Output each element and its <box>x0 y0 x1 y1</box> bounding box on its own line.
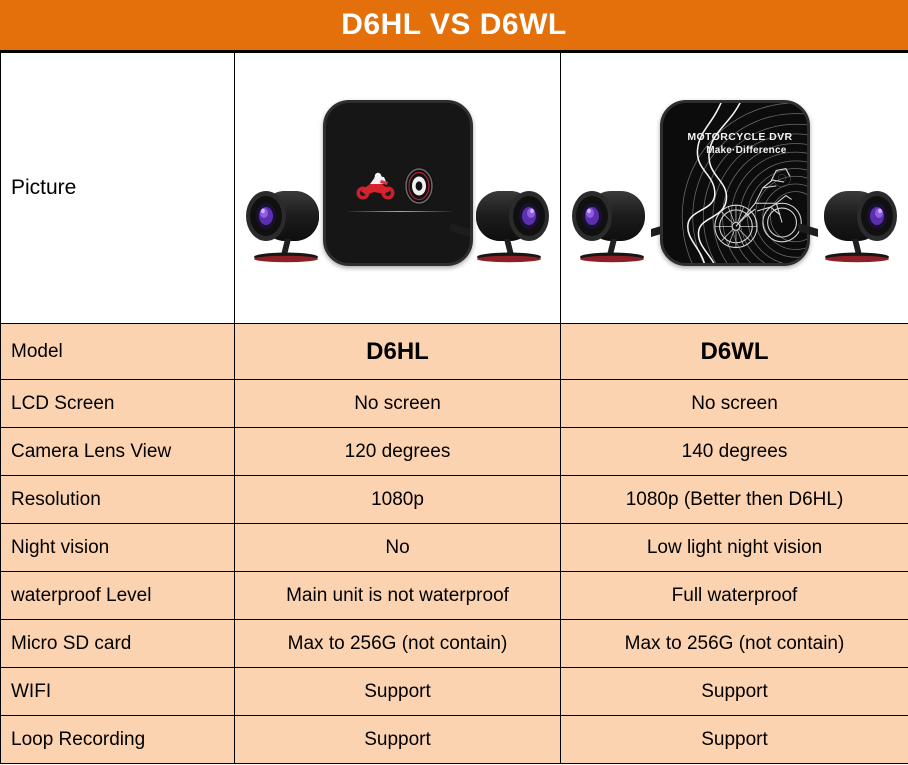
cell-value-d6wl: Low light night vision <box>560 523 908 572</box>
cell-value-d6wl: 1080p (Better then D6HL) <box>560 475 908 524</box>
table-row: waterproof Level Main unit is not waterpr… <box>0 571 908 620</box>
table-row: Micro SD card Max to 256G (not contain) Ma… <box>0 619 908 668</box>
page-title: D6HL VS D6WL <box>341 8 567 41</box>
product-illustration-d6hl <box>235 53 560 323</box>
table-row: Night vision No Low light night vision <box>0 523 908 572</box>
row-label: Micro SD card <box>0 619 235 668</box>
table-row: Camera Lens View 120 degrees 140 degrees <box>0 427 908 476</box>
line-art-motorcycle <box>713 167 802 249</box>
cell-value-d6hl: Max to 256G (not contain) <box>234 619 561 668</box>
cell-value-d6wl: Full waterproof <box>560 571 908 620</box>
table-row: Model D6HL D6WL <box>0 323 908 380</box>
red-motorcycle-icon <box>356 172 394 200</box>
product-image-cell-d6wl: MOTORCYCLE DVR Make·Difference <box>560 52 908 324</box>
screen-baseline <box>347 211 452 212</box>
table-body: Picture <box>0 52 908 764</box>
cell-value-d6wl: Max to 256G (not contain) <box>560 619 908 668</box>
cell-value-d6hl: No screen <box>234 379 561 428</box>
cell-value-d6hl: 120 degrees <box>234 427 561 476</box>
cell-value-d6hl: 1080p <box>234 475 561 524</box>
cell-value-d6hl: Support <box>234 715 561 764</box>
cell-value-d6hl: Support <box>234 667 561 716</box>
product-image-cell-d6hl <box>234 52 561 324</box>
table-row: LCD Screen No screen No screen <box>0 379 908 428</box>
table-row-picture: Picture <box>0 52 908 324</box>
camera-module-right-d6hl <box>450 191 549 263</box>
concentric-arcs <box>681 103 807 263</box>
main-unit-d6wl: MOTORCYCLE DVR Make·Difference <box>659 100 810 266</box>
cell-value-d6wl: No screen <box>560 379 908 428</box>
main-unit-d6hl <box>322 100 473 266</box>
row-label: Night vision <box>0 523 235 572</box>
row-label: Resolution <box>0 475 235 524</box>
cell-value-d6hl: No <box>234 523 561 572</box>
row-label: Camera Lens View <box>0 427 235 476</box>
row-label-picture: Picture <box>0 52 235 324</box>
row-label: waterproof Level <box>0 571 235 620</box>
row-label: LCD Screen <box>0 379 235 428</box>
winding-road-lines <box>686 103 741 263</box>
cell-value-d6wl: 140 degrees <box>560 427 908 476</box>
table-row: WIFI Support Support <box>0 667 908 716</box>
cell-value-d6wl: Support <box>560 715 908 764</box>
row-label: Loop Recording <box>0 715 235 764</box>
cell-value-d6wl: D6WL <box>560 323 908 380</box>
row-label: Model <box>0 323 235 380</box>
page-header-banner: D6HL VS D6WL <box>0 0 908 52</box>
comparison-table: Picture <box>0 52 908 764</box>
table-row: Resolution 1080p 1080p (Better then D6HL) <box>0 475 908 524</box>
screen-artwork-d6wl <box>681 103 807 263</box>
product-illustration-d6wl: MOTORCYCLE DVR Make·Difference <box>561 53 908 323</box>
cell-value-d6hl: D6HL <box>234 323 561 380</box>
table-row: Loop Recording Support Support <box>0 715 908 764</box>
cell-value-d6hl: Main unit is not waterproof <box>234 571 561 620</box>
speedometer-gauge-icon <box>403 167 434 205</box>
cell-value-d6wl: Support <box>560 667 908 716</box>
camera-module-right-d6wl <box>798 191 897 263</box>
camera-module-left-d6wl <box>572 191 671 263</box>
camera-module-left-d6hl <box>246 191 345 263</box>
row-label: WIFI <box>0 667 235 716</box>
